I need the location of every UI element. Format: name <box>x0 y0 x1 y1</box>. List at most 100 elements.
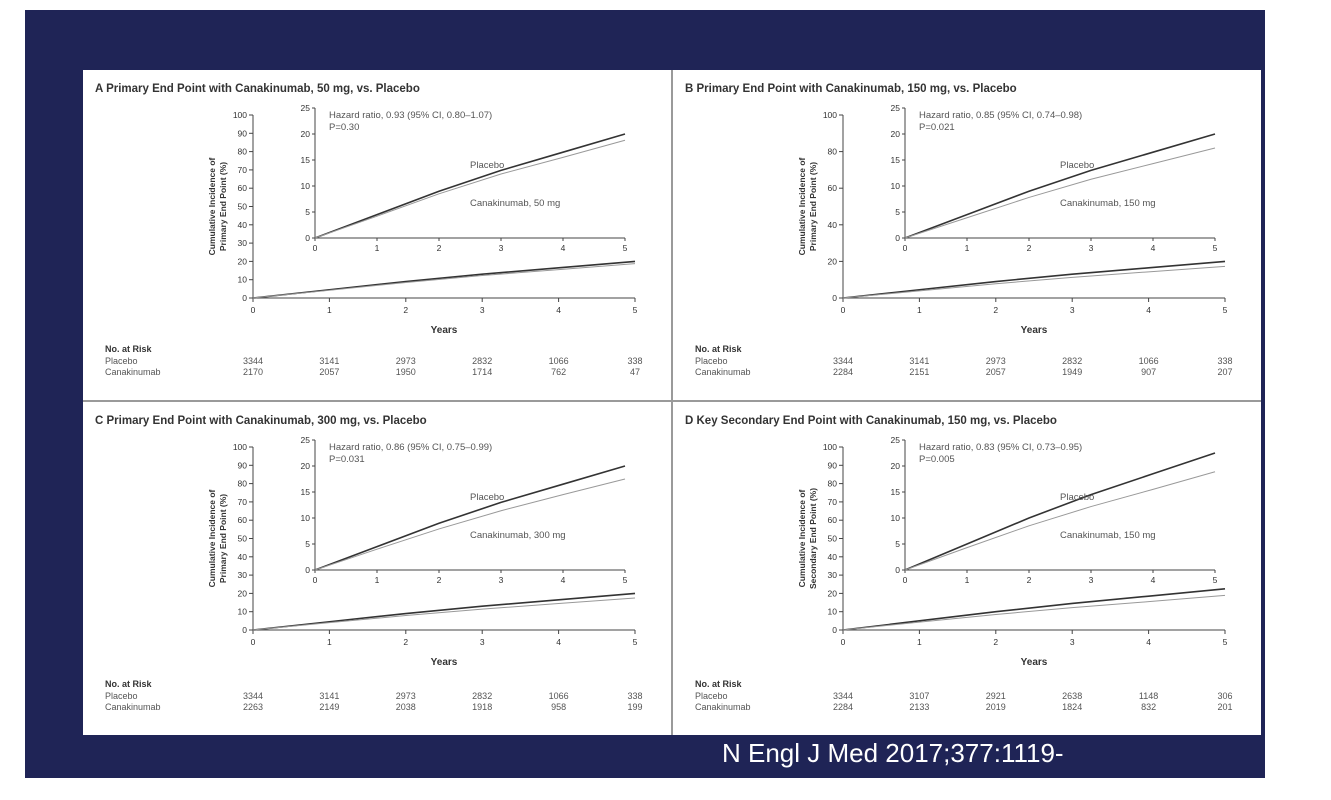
x-tick-label: 2 <box>993 305 998 315</box>
risk-cell: 1950 <box>396 367 416 377</box>
risk-cell: 1066 <box>549 691 569 701</box>
inset-y-tick-label: 20 <box>891 129 901 139</box>
y-tick-label: 60 <box>828 515 838 525</box>
x-tick-label: 0 <box>841 637 846 647</box>
risk-row-label: Placebo <box>105 356 138 366</box>
inset-x-tick-label: 3 <box>1089 575 1094 585</box>
risk-cell: 201 <box>1217 702 1232 712</box>
risk-table-header: No. at Risk <box>695 344 743 354</box>
x-tick-label: 1 <box>327 305 332 315</box>
y-tick-label: 20 <box>828 256 838 266</box>
y-tick-label: 40 <box>828 552 838 562</box>
y-axis-label-line2: Primary End Point (%) <box>218 162 228 251</box>
risk-cell: 1714 <box>472 367 492 377</box>
risk-row-label: Placebo <box>695 356 728 366</box>
inset-y-tick-label: 15 <box>301 155 311 165</box>
risk-cell: 207 <box>1217 367 1232 377</box>
inset-background <box>290 100 632 256</box>
y-tick-label: 90 <box>238 128 248 138</box>
inset-y-tick-label: 20 <box>891 461 901 471</box>
risk-cell: 2038 <box>396 702 416 712</box>
x-tick-label: 4 <box>556 637 561 647</box>
y-tick-label: 70 <box>828 497 838 507</box>
inset-y-tick-label: 20 <box>301 461 311 471</box>
main-curve-canakinumab <box>842 594 1226 631</box>
series-label-placebo: Placebo <box>1060 160 1094 171</box>
inset-x-tick-label: 2 <box>437 243 442 253</box>
panel-title: C Primary End Point with Canakinumab, 30… <box>95 415 427 427</box>
main-curve-placebo <box>842 260 1226 299</box>
x-tick-label: 3 <box>1070 637 1075 647</box>
risk-cell: 1949 <box>1062 367 1082 377</box>
y-tick-label: 20 <box>238 588 248 598</box>
chart-panel-b: B Primary End Point with Canakinumab, 15… <box>685 83 1233 377</box>
risk-cell: 2921 <box>986 691 1006 701</box>
risk-cell: 1824 <box>1062 702 1082 712</box>
inset-y-tick-label: 15 <box>301 487 311 497</box>
inset-x-tick-label: 1 <box>375 243 380 253</box>
inset-x-tick-label: 5 <box>1213 243 1218 253</box>
y-axis-label-line2: Primary End Point (%) <box>808 162 818 251</box>
inset-x-tick-label: 0 <box>903 243 908 253</box>
figure-panel-grid: A Primary End Point with Canakinumab, 50… <box>83 70 1261 735</box>
x-tick-label: 0 <box>251 637 256 647</box>
x-tick-label: 0 <box>841 305 846 315</box>
main-curve-placebo <box>252 592 636 631</box>
p-value-text: P=0.021 <box>919 122 955 133</box>
series-label-placebo: Placebo <box>470 160 504 171</box>
x-tick-label: 5 <box>633 637 638 647</box>
x-axis-label: Years <box>431 657 458 668</box>
x-tick-label: 5 <box>1223 305 1228 315</box>
risk-cell: 3141 <box>319 356 339 366</box>
inset-curve-canakinumab <box>314 139 626 239</box>
risk-cell: 199 <box>627 702 642 712</box>
panel-divider-vertical <box>671 70 673 735</box>
x-tick-label: 2 <box>993 637 998 647</box>
inset-x-tick-label: 1 <box>965 243 970 253</box>
inset-y-tick-label: 25 <box>891 103 901 113</box>
risk-cell: 3141 <box>319 691 339 701</box>
y-tick-label: 90 <box>828 460 838 470</box>
panel-title: D Key Secondary End Point with Canakinum… <box>685 415 1057 427</box>
risk-cell: 306 <box>1217 691 1232 701</box>
inset-y-tick-label: 0 <box>895 565 900 575</box>
x-tick-label: 0 <box>251 305 256 315</box>
y-tick-label: 60 <box>238 183 248 193</box>
inset-x-tick-label: 3 <box>499 243 504 253</box>
x-tick-label: 1 <box>917 305 922 315</box>
inset-x-tick-label: 3 <box>1089 243 1094 253</box>
citation-text: N Engl J Med 2017;377:1119- <box>722 738 1064 768</box>
inset-y-tick-label: 10 <box>301 181 311 191</box>
p-value-text: P=0.30 <box>329 122 359 133</box>
inset-curve-placebo <box>904 133 1216 239</box>
y-tick-label: 40 <box>828 220 838 230</box>
inset-x-tick-label: 2 <box>437 575 442 585</box>
panel-title: B Primary End Point with Canakinumab, 15… <box>685 83 1017 95</box>
inset-x-tick-label: 4 <box>1151 243 1156 253</box>
risk-cell: 1148 <box>1139 691 1158 701</box>
hazard-ratio-text: Hazard ratio, 0.85 (95% CI, 0.74–0.98) <box>919 110 1082 121</box>
inset-curve-canakinumab <box>904 471 1216 571</box>
inset-curve-placebo <box>904 452 1216 571</box>
hazard-ratio-text: Hazard ratio, 0.93 (95% CI, 0.80–1.07) <box>329 110 492 121</box>
inset-x-tick-label: 5 <box>623 243 628 253</box>
y-tick-label: 50 <box>828 534 838 544</box>
inset-x-tick-label: 4 <box>561 575 566 585</box>
x-tick-label: 1 <box>917 637 922 647</box>
risk-cell: 2832 <box>472 691 492 701</box>
risk-cell: 762 <box>551 367 566 377</box>
main-curve-placebo <box>842 588 1226 631</box>
y-tick-label: 100 <box>823 110 837 120</box>
risk-row-label: Canakinumab <box>105 367 161 377</box>
inset-x-tick-label: 0 <box>313 575 318 585</box>
hazard-ratio-text: Hazard ratio, 0.83 (95% CI, 0.73–0.95) <box>919 442 1082 453</box>
y-tick-label: 30 <box>238 570 248 580</box>
risk-cell: 2638 <box>1062 691 1082 701</box>
risk-cell: 2057 <box>986 367 1006 377</box>
inset-y-tick-label: 15 <box>891 155 901 165</box>
series-label-canakinumab: Canakinumab, 300 mg <box>470 530 566 541</box>
x-axis-label: Years <box>431 325 458 336</box>
y-axis-label: Cumulative Incidence of <box>207 489 217 587</box>
p-value-text: P=0.031 <box>329 454 365 465</box>
y-tick-label: 10 <box>238 275 248 285</box>
